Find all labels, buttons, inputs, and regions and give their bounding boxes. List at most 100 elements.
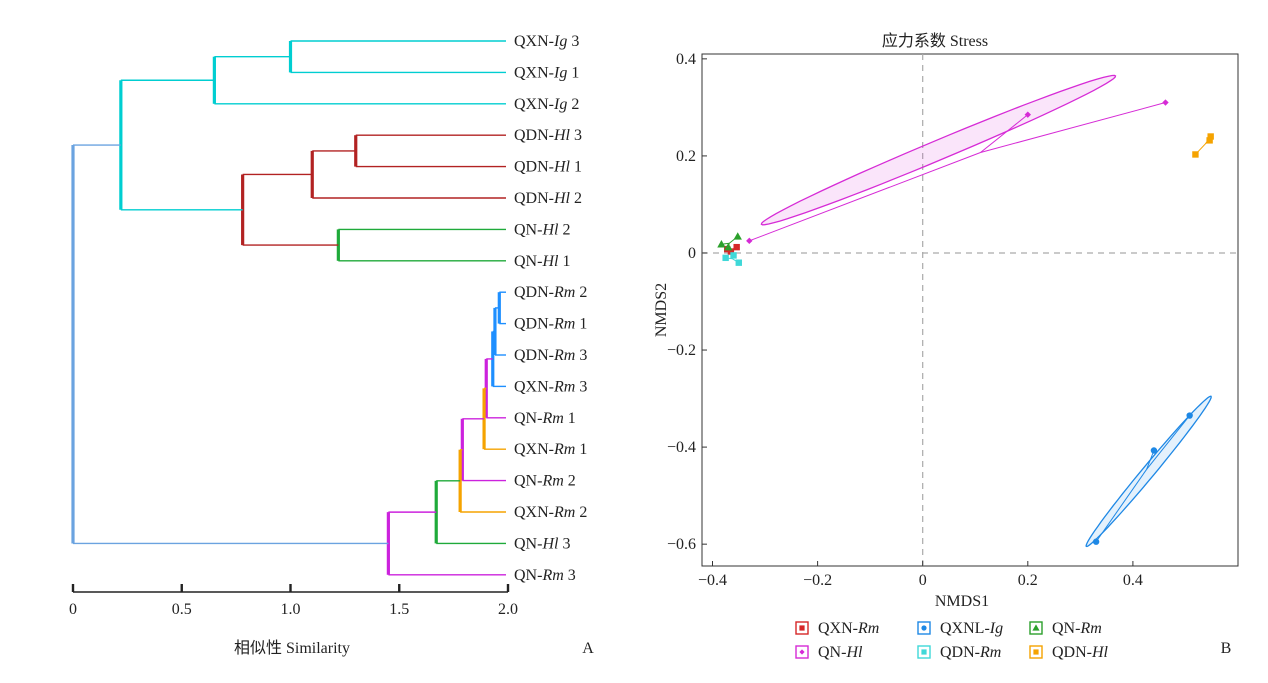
leaf-suffix: 1 xyxy=(564,410,576,427)
nmds-spokes xyxy=(721,102,1212,543)
leaf-suffix: 3 xyxy=(564,567,576,584)
leaf-suffix: 3 xyxy=(567,33,579,50)
dendrogram-tick-label: 0.5 xyxy=(172,601,192,618)
leaf-suffix: 3 xyxy=(575,378,587,395)
dendrogram-leaf-label: QN-Rm 2 xyxy=(514,473,576,490)
nmds-point xyxy=(1192,151,1199,158)
dendrogram-tick-label: 2.0 xyxy=(498,601,518,618)
leaf-italic: Rm xyxy=(553,441,575,458)
nmds-y-tick-label: −0.6 xyxy=(667,536,696,553)
dendrogram-leaf-label: QN-Rm 1 xyxy=(514,410,576,427)
leaf-prefix: QN- xyxy=(514,253,542,270)
leaf-prefix: QDN- xyxy=(514,190,554,207)
nmds-spoke xyxy=(980,102,1166,154)
nmds-y-tick-label: 0.2 xyxy=(676,148,696,165)
leaf-italic: Hl xyxy=(553,127,571,144)
dendrogram-leaf-label: QXN-Ig 3 xyxy=(514,33,579,50)
legend-entry-label: QXNL-Ig xyxy=(940,620,1003,637)
leaf-suffix: 2 xyxy=(570,190,582,207)
nmds-y-tick-label: −0.2 xyxy=(667,342,696,359)
nmds-reference-lines xyxy=(702,54,1238,566)
nmds-point xyxy=(724,242,733,251)
nmds-point xyxy=(722,254,729,262)
leaf-italic: Hl xyxy=(553,159,571,176)
leaf-italic: Rm xyxy=(553,284,575,301)
leaf-italic: Hl xyxy=(541,253,559,270)
leaf-prefix: QN- xyxy=(514,567,542,584)
legend-label-prefix: QN- xyxy=(1052,620,1080,637)
nmds-point xyxy=(746,237,753,245)
nmds-x-tick-label: −0.2 xyxy=(803,572,832,589)
legend-label-italic: Rm xyxy=(979,644,1001,661)
nmds-spoke xyxy=(1146,450,1155,470)
legend-key-marker xyxy=(921,649,927,655)
dendrogram-leaf-label: QDN-Hl 1 xyxy=(514,159,582,176)
legend-key-marker xyxy=(1032,624,1040,631)
leaf-italic: Rm xyxy=(541,567,563,584)
nmds-point xyxy=(1024,111,1032,118)
leaf-prefix: QXN- xyxy=(514,33,554,50)
nmds-point xyxy=(1186,412,1193,419)
leaf-italic: Ig xyxy=(553,96,567,113)
dendrogram-leaf-label: QXN-Ig 2 xyxy=(514,96,579,113)
dendrogram-leaf-label: QDN-Hl 2 xyxy=(514,190,582,207)
dendrogram-leaf-label: QDN-Rm 2 xyxy=(514,284,587,301)
dendrogram-leaf-label: QXN-Rm 1 xyxy=(514,441,587,458)
legend-entry-label: QDN-Rm xyxy=(940,644,1001,661)
nmds-point xyxy=(735,259,742,266)
leaf-italic: Hl xyxy=(541,221,559,238)
nmds-point xyxy=(1206,137,1213,144)
leaf-italic: Rm xyxy=(553,316,575,333)
leaf-italic: Ig xyxy=(553,64,567,81)
nmds-y-tick-label: 0 xyxy=(688,245,696,262)
legend-label-prefix: QXN- xyxy=(818,620,858,637)
leaf-italic: Rm xyxy=(553,347,575,364)
nmds-spoke xyxy=(1146,415,1191,470)
legend-key-marker xyxy=(921,625,927,631)
leaf-suffix: 2 xyxy=(575,284,587,301)
leaf-prefix: QXN- xyxy=(514,64,554,81)
legend-entry-label: QDN-Hl xyxy=(1052,644,1109,661)
nmds-y-axis-title: NMDS2 xyxy=(653,283,670,337)
leaf-italic: Hl xyxy=(541,535,559,552)
nmds-point xyxy=(1092,538,1100,545)
legend-label-prefix: QDN- xyxy=(940,644,980,661)
leaf-suffix: 2 xyxy=(567,96,579,113)
nmds-point xyxy=(1162,99,1169,106)
dendrogram-leaf-label: QN-Hl 1 xyxy=(514,253,570,270)
nmds-spoke xyxy=(1095,469,1147,543)
nmds-spoke xyxy=(980,114,1029,153)
nmds-axes: −0.4 −0.2 0 0.2 0.4 −0.6 −0.4 −0.2 0 0.2 0.4 xyxy=(667,51,1143,589)
dendrogram-x-axis: 0 0.5 1.0 1.5 2.0 xyxy=(69,584,518,618)
leaf-suffix: 2 xyxy=(558,221,570,238)
leaf-prefix: QXN- xyxy=(514,96,554,113)
leaf-suffix: 3 xyxy=(570,127,582,144)
leaf-italic: Rm xyxy=(553,378,575,395)
leaf-suffix: 1 xyxy=(558,253,570,270)
leaf-suffix: 3 xyxy=(575,347,587,364)
nmds-title: 应力系数 Stress xyxy=(882,31,988,50)
nmds-y-tick-label: 0.4 xyxy=(676,51,696,68)
nmds-x-tick-label: −0.4 xyxy=(698,572,727,589)
nmds-point xyxy=(730,252,737,259)
dendrogram-x-axis-title: 相似性 Similarity xyxy=(234,639,350,657)
leaf-prefix: QDN- xyxy=(514,347,554,364)
leaf-suffix: 2 xyxy=(564,473,576,490)
leaf-prefix: QN- xyxy=(514,473,542,490)
nmds-x-tick-label: 0 xyxy=(919,572,927,589)
legend-key-marker xyxy=(799,649,805,655)
leaf-prefix: QN- xyxy=(514,221,542,238)
leaf-prefix: QDN- xyxy=(514,316,554,333)
dendrogram-tick-label: 1.0 xyxy=(281,601,301,618)
leaf-prefix: QN- xyxy=(514,535,542,552)
legend-label-prefix: QXNL- xyxy=(940,620,990,637)
leaf-italic: Rm xyxy=(541,473,563,490)
legend-entry-label: QN-Hl xyxy=(818,644,863,661)
legend-key-marker xyxy=(1033,649,1039,655)
legend-label-italic: Rm xyxy=(857,620,879,637)
dendrogram-leaf-label: QN-Rm 3 xyxy=(514,567,576,584)
legend-entry-label: QXN-Rm xyxy=(818,620,879,637)
leaf-suffix: 3 xyxy=(558,535,570,552)
